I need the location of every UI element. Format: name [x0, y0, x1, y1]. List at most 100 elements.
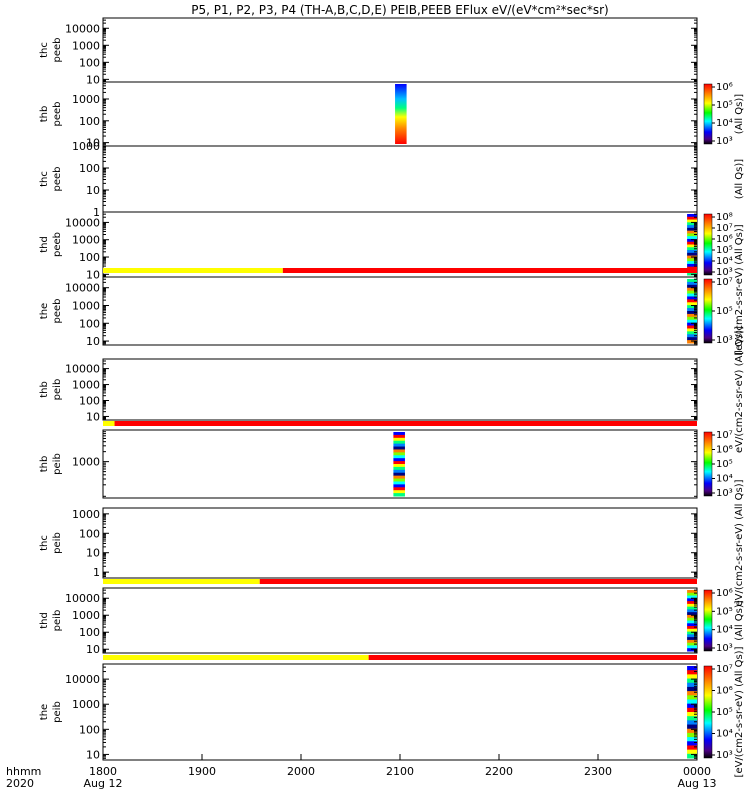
status-bar-segment: [282, 268, 697, 273]
spectrogram-cell: [393, 458, 405, 462]
colorbar-label: (All Qs)]: [734, 159, 745, 199]
spectrogram-cell: [687, 712, 697, 717]
spectrogram-cell: [393, 452, 405, 456]
panel-ylabel-probe: thb: [39, 381, 50, 398]
y-tick-label: 1000: [72, 698, 100, 711]
colorbar-tick-label: 10³: [716, 267, 733, 278]
y-tick-label: 10: [86, 184, 100, 197]
panel-ylabel-instrument: peib: [52, 453, 63, 475]
colorbar-tick-label: 10⁶: [716, 234, 733, 245]
spectrogram-cell: [687, 639, 697, 644]
spectrogram-cell: [687, 328, 697, 332]
y-tick-label: 1000: [72, 456, 100, 469]
y-tick-label: 100: [79, 56, 100, 69]
spectrogram-cell: [687, 244, 697, 248]
x-tick-label: 2300: [584, 765, 612, 778]
colorbar-tick-label: 10⁶: [716, 686, 733, 697]
panel-thd-peib: 10 100 1000 10000 thd peib 10³ 10⁴ 10⁵ 10⁶(All Qs…: [39, 579, 745, 656]
spectrogram-cell: [393, 481, 405, 485]
figure-title: P5, P1, P2, P3, P4 (TH-A,B,C,D,E) PEIB,P…: [191, 3, 608, 17]
spectrogram-cell: [687, 707, 697, 713]
panel-frame: [102, 587, 698, 654]
panel-ylabel-instrument: peeb: [52, 102, 63, 127]
spectrogram-cell: [687, 311, 697, 315]
colorbar-tick-label: 10⁵: [716, 306, 733, 317]
spectrogram-cell: [393, 443, 405, 448]
spectrogram-cell: [687, 642, 697, 646]
panel-ylabel-instrument: peib: [52, 610, 63, 632]
status-bar-segment: [259, 579, 697, 584]
colorbar-label: [eV/(cm2-s-sr-eV): [734, 267, 745, 354]
spectrogram-cell: [393, 446, 405, 450]
spectrogram-cell: [687, 720, 697, 726]
spectrogram-cell: [393, 455, 405, 459]
spectrogram-cell: [687, 261, 697, 265]
spectrogram-cell: [687, 302, 697, 306]
colorbar-label: (All Qs)]: [734, 600, 745, 640]
y-tick-label: 100: [79, 723, 100, 736]
colorbar-tick-label: 10⁶: [716, 82, 733, 93]
spectrogram-cell: [687, 674, 697, 680]
spectrogram-cell: [687, 595, 697, 599]
y-tick-label: 10: [86, 137, 100, 150]
y-tick-label: 10: [86, 73, 100, 86]
spectrogram-cell: [687, 592, 697, 597]
spectrogram-cell: [687, 258, 697, 262]
panel-thc-peib: 1 10 100 1000 thc peib eV/(cm2-s-sr-eV) (All Q…: [39, 479, 745, 606]
panel-thd-peeb: 10 100 1000 10000 thd peeb 10³10⁴10⁵10⁶10⁷10⁸(…: [39, 211, 745, 281]
spectrogram-cell: [687, 691, 697, 696]
spectrogram-cell: [687, 603, 697, 608]
spectrogram-cell: [687, 284, 697, 289]
spectrogram-cell: [687, 601, 697, 605]
spectrogram-cell: [393, 490, 405, 494]
spectrogram-cell: [687, 699, 697, 705]
y-tick-label: 1000: [72, 508, 100, 521]
colorbar-tick-label: 10³: [716, 335, 733, 346]
panel-ylabel-instrument: peib: [52, 532, 63, 554]
x-tick-label: 2000: [287, 765, 315, 778]
colorbar-tick-label: 10⁵: [716, 707, 733, 718]
spectrogram-cell: [687, 724, 697, 730]
spectrogram-cell: [687, 753, 697, 759]
colorbar-tick-label: 10⁵: [716, 245, 733, 256]
panel-frame: [102, 276, 698, 346]
y-tick-label: 1000: [72, 140, 100, 153]
colorbar-tick-label: 10⁶: [716, 588, 733, 599]
y-tick-label: 10: [86, 643, 100, 656]
spectrogram-cell: [687, 313, 697, 318]
colorbar-tick-label: 10⁴: [716, 256, 733, 267]
y-tick-label: 10000: [65, 673, 100, 686]
spectrogram-cell: [687, 219, 697, 223]
panel-ylabel-probe: the: [39, 303, 50, 319]
y-tick-label: 10: [86, 268, 100, 281]
spectrogram-cell: [687, 308, 697, 312]
spectrogram-cell: [687, 238, 697, 243]
x-row-label-hhmm: hhmm: [6, 765, 41, 778]
colorbar-tick-label: 10⁴: [716, 118, 733, 129]
colorbar-tick-label: 10⁷: [716, 223, 733, 234]
spectrogram-cell: [393, 469, 405, 474]
panel-ylabel-instrument: peeb: [52, 232, 63, 257]
panel-frame: [102, 663, 698, 761]
colorbar-tick-label: 10⁵: [716, 606, 733, 617]
y-tick-label: 1000: [72, 299, 100, 312]
panel-thc-peeb: 1 10 100 1000 thc peeb (All Qs)]: [39, 140, 745, 219]
spectrogram-cell: [393, 484, 405, 488]
colorbar-tick-label: 10³: [716, 750, 733, 761]
colorbar-tick-label: 10⁴: [716, 474, 733, 485]
status-bar-segment: [114, 421, 698, 426]
spectrogram-cell: [687, 250, 697, 254]
spectrogram-cell: [393, 472, 405, 477]
spectrogram-cell: [687, 236, 697, 240]
spectrogram-cell: [687, 634, 697, 638]
spectrogram-cell: [393, 461, 405, 465]
spectrogram-cell: [687, 230, 697, 234]
spectrogram-cell: [687, 728, 697, 734]
spectrogram-cell: [687, 233, 697, 237]
spectrogram-cell: [687, 737, 697, 742]
colorbar-tick-label: 10⁴: [716, 625, 733, 636]
panel-frame: [102, 17, 698, 83]
y-tick-label: 100: [79, 115, 100, 128]
spectrogram-cell: [687, 670, 697, 675]
status-bar-segment: [103, 268, 283, 273]
